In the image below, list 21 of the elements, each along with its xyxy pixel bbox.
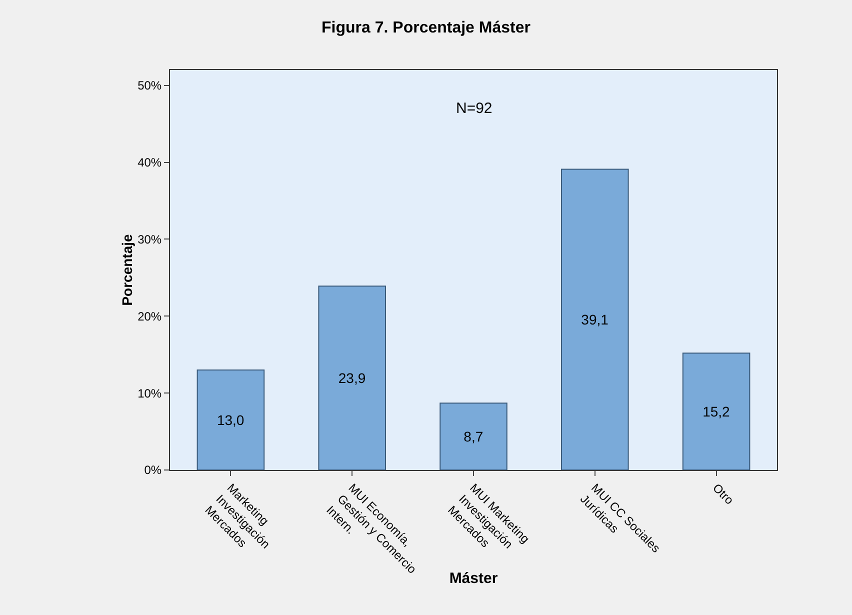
x-tick-label: Otro bbox=[710, 480, 737, 508]
data-label: 8,7 bbox=[464, 428, 484, 445]
data-label: 13,0 bbox=[216, 412, 244, 428]
bar bbox=[196, 370, 265, 470]
y-tick-label: 50% bbox=[138, 78, 162, 93]
bar bbox=[561, 168, 629, 470]
annotation: N=92 bbox=[456, 100, 492, 117]
y-tick-label: 10% bbox=[138, 386, 162, 400]
y-tick-label: 40% bbox=[138, 156, 162, 170]
chart-title: Figura 7. Porcentaje Máster bbox=[322, 20, 530, 37]
y-axis-title: Porcentaje bbox=[119, 234, 135, 306]
y-tick-label: 0% bbox=[144, 463, 162, 478]
bar bbox=[682, 352, 750, 470]
bar bbox=[440, 402, 508, 470]
x-axis-title: Máster bbox=[449, 570, 498, 587]
data-label: 23,9 bbox=[338, 370, 366, 386]
data-label: 39,1 bbox=[581, 312, 609, 328]
data-label: 15,2 bbox=[702, 404, 730, 420]
y-tick-label: 20% bbox=[138, 309, 162, 324]
y-tick-label: 30% bbox=[138, 232, 162, 246]
bar bbox=[318, 286, 386, 470]
